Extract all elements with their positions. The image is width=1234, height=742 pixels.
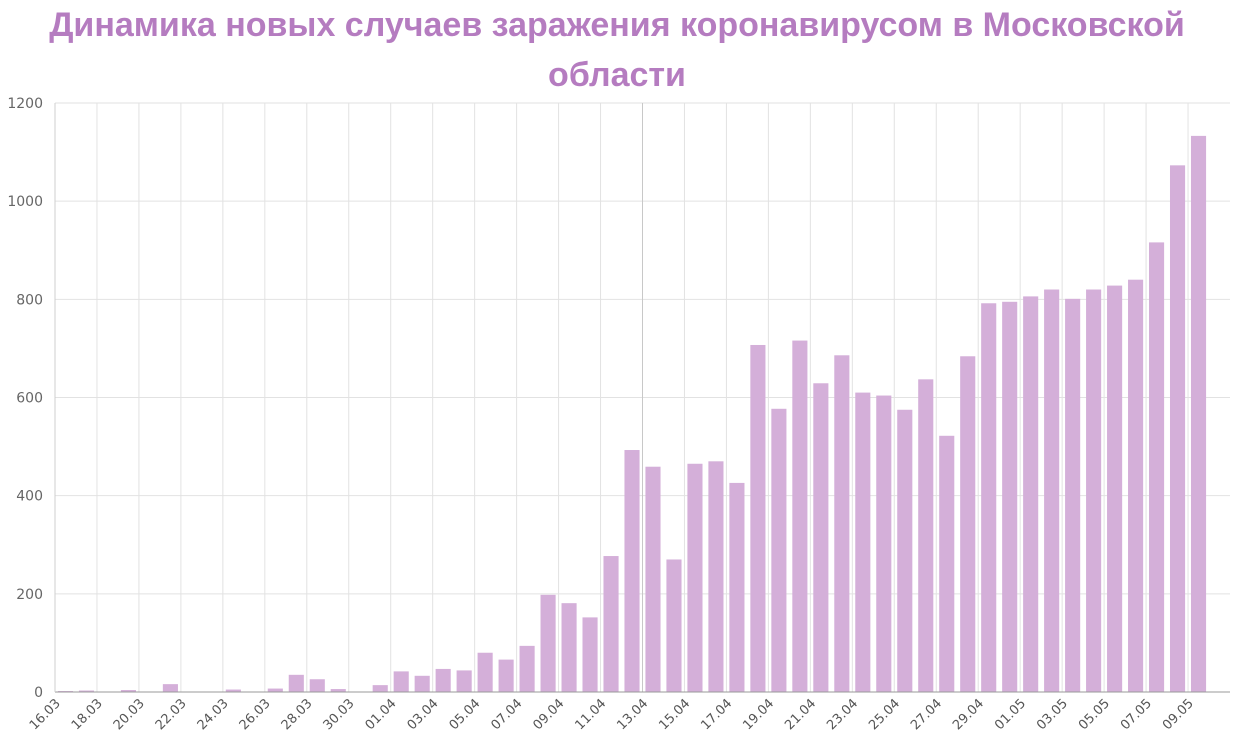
bar-29.03	[330, 689, 346, 692]
x-tick-label: 18.03	[69, 696, 106, 733]
y-tick-label: 600	[16, 391, 43, 407]
x-tick-label: 29.04	[950, 696, 987, 733]
bar-11.04	[603, 556, 619, 692]
x-tick-label: 15.04	[656, 696, 693, 733]
x-tick-label: 05.04	[447, 696, 484, 733]
chart-title: Динамика новых случаев заражения коронав…	[49, 6, 1185, 94]
x-tick-label: 09.04	[530, 696, 567, 733]
bar-15.04	[687, 463, 703, 692]
bar-12.04	[624, 450, 640, 692]
x-tick-label: 05.05	[1076, 696, 1113, 733]
bar-16.04	[708, 461, 724, 692]
x-tick-label: 17.04	[698, 696, 735, 733]
bar-13.04	[645, 466, 661, 692]
x-tick-label: 07.05	[1118, 696, 1155, 733]
bar-03.04	[435, 668, 451, 692]
bar-04.04	[456, 670, 472, 692]
x-tick-label: 03.05	[1034, 696, 1071, 733]
bar-19.03	[120, 690, 136, 692]
bar-28.03	[309, 679, 325, 692]
x-tick-label: 01.04	[363, 696, 400, 733]
bar-30.04	[1002, 301, 1018, 692]
bar-07.05	[1149, 242, 1165, 692]
bar-17.04	[729, 482, 745, 692]
x-tick-label: 28.03	[279, 696, 316, 733]
x-tick-label: 27.04	[908, 696, 945, 733]
bar-25.04	[897, 409, 913, 692]
bar-02.04	[414, 675, 430, 692]
x-tick-label: 24.03	[195, 696, 232, 733]
bar-07.04	[519, 645, 535, 692]
bar-18.04	[750, 344, 766, 692]
axes	[54, 103, 1230, 693]
x-tick-label: 26.03	[237, 696, 274, 733]
bar-28.04	[960, 356, 976, 692]
x-tick-label: 13.04	[614, 696, 651, 733]
x-tick-label: 25.04	[866, 696, 903, 733]
bar-05.04	[477, 652, 493, 692]
bar-26.03	[267, 688, 283, 692]
bar-06.04	[498, 659, 514, 692]
x-tick-label: 20.03	[111, 696, 148, 733]
y-tick-label: 1200	[7, 96, 43, 112]
bars	[57, 135, 1207, 693]
x-tick-label: 19.04	[740, 696, 777, 733]
y-tick-labels: 0 200 400 600 800 1000 1200	[7, 96, 43, 701]
bar-01.04	[393, 671, 409, 692]
y-tick-label: 200	[16, 587, 43, 603]
bar-08.04	[540, 594, 556, 692]
x-tick-label: 07.04	[489, 696, 526, 733]
x-tick-label: 30.03	[321, 696, 358, 733]
bar-19.04	[771, 408, 787, 692]
x-tick-label: 21.04	[782, 696, 819, 733]
bar-24.03	[225, 689, 241, 692]
bar-14.04	[666, 559, 682, 692]
bar-21.03	[162, 684, 178, 692]
bar-05.05	[1107, 285, 1123, 692]
bar-10.04	[582, 617, 598, 692]
x-tick-label: 11.04	[572, 696, 609, 733]
bar-31.03	[372, 685, 388, 692]
bar-09.04	[561, 603, 577, 692]
bar-20.04	[792, 340, 808, 692]
bar-08.05	[1169, 165, 1186, 693]
bar-27.04	[939, 435, 955, 692]
bar-24.04	[876, 395, 892, 692]
bar-04.05	[1086, 289, 1102, 692]
x-tick-label: 16.03	[27, 696, 64, 733]
y-tick-label: 1000	[7, 194, 43, 210]
x-tick-label: 23.04	[824, 696, 861, 733]
x-tick-label: 22.03	[153, 696, 190, 733]
x-tick-labels: 16.03 18.03 20.03 22.03 24.03 26.03 28.03 30.03…	[27, 696, 1197, 733]
bar-06.05	[1128, 279, 1144, 692]
bar-02.05	[1044, 289, 1060, 692]
bar-23.04	[855, 392, 871, 692]
y-tick-label: 800	[16, 292, 43, 308]
bar-27.03	[288, 674, 304, 692]
bar-17.03	[78, 690, 95, 692]
bar-22.04	[834, 355, 850, 692]
bar-09.05	[1190, 135, 1207, 692]
bar-26.04	[918, 379, 934, 692]
x-tick-label: 03.04	[405, 696, 442, 733]
bar-29.04	[981, 303, 997, 692]
y-tick-label: 0	[34, 685, 43, 701]
bar-21.04	[813, 383, 829, 692]
x-tick-label: 01.05	[992, 696, 1029, 733]
bar-01.05	[1023, 296, 1039, 692]
x-tick-label: 09.05	[1160, 696, 1197, 733]
bar-03.05	[1065, 298, 1081, 692]
y-tick-label: 400	[16, 489, 43, 505]
